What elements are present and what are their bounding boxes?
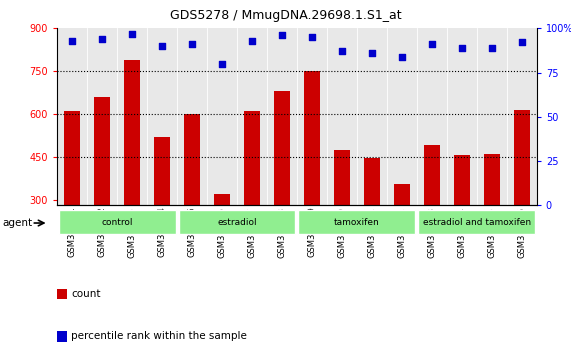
Point bbox=[278, 33, 287, 38]
Point bbox=[427, 41, 436, 47]
Point bbox=[517, 40, 526, 45]
Point bbox=[367, 50, 376, 56]
Point bbox=[247, 38, 256, 44]
Bar bbox=[274, 91, 290, 285]
Bar bbox=[214, 194, 230, 285]
Bar bbox=[484, 154, 500, 285]
Text: count: count bbox=[71, 289, 101, 299]
Point bbox=[98, 36, 107, 42]
Text: agent: agent bbox=[3, 218, 33, 228]
Bar bbox=[59, 210, 175, 234]
Point bbox=[218, 61, 227, 67]
Point bbox=[158, 43, 167, 49]
Bar bbox=[94, 97, 110, 285]
Point bbox=[67, 38, 77, 44]
Point bbox=[487, 45, 496, 51]
Bar bbox=[299, 210, 415, 234]
Text: estradiol and tamoxifen: estradiol and tamoxifen bbox=[423, 218, 531, 227]
Point bbox=[397, 54, 407, 59]
Bar bbox=[393, 184, 410, 285]
Point bbox=[307, 34, 316, 40]
Bar bbox=[64, 111, 81, 285]
Text: control: control bbox=[101, 218, 133, 227]
Text: tamoxifen: tamoxifen bbox=[334, 218, 380, 227]
Point bbox=[187, 41, 196, 47]
Bar bbox=[179, 210, 295, 234]
Point bbox=[127, 31, 136, 36]
Bar bbox=[333, 150, 350, 285]
Bar bbox=[419, 210, 535, 234]
Text: percentile rank within the sample: percentile rank within the sample bbox=[71, 331, 247, 341]
Bar bbox=[424, 145, 440, 285]
Bar bbox=[453, 155, 470, 285]
Point bbox=[337, 48, 347, 54]
Bar bbox=[244, 111, 260, 285]
Text: GDS5278 / MmugDNA.29698.1.S1_at: GDS5278 / MmugDNA.29698.1.S1_at bbox=[170, 9, 401, 22]
Point bbox=[457, 45, 467, 51]
Bar bbox=[154, 137, 170, 285]
Bar bbox=[184, 114, 200, 285]
Bar bbox=[513, 110, 530, 285]
Bar bbox=[304, 71, 320, 285]
Text: estradiol: estradiol bbox=[217, 218, 257, 227]
Bar bbox=[124, 60, 140, 285]
Bar bbox=[364, 158, 380, 285]
